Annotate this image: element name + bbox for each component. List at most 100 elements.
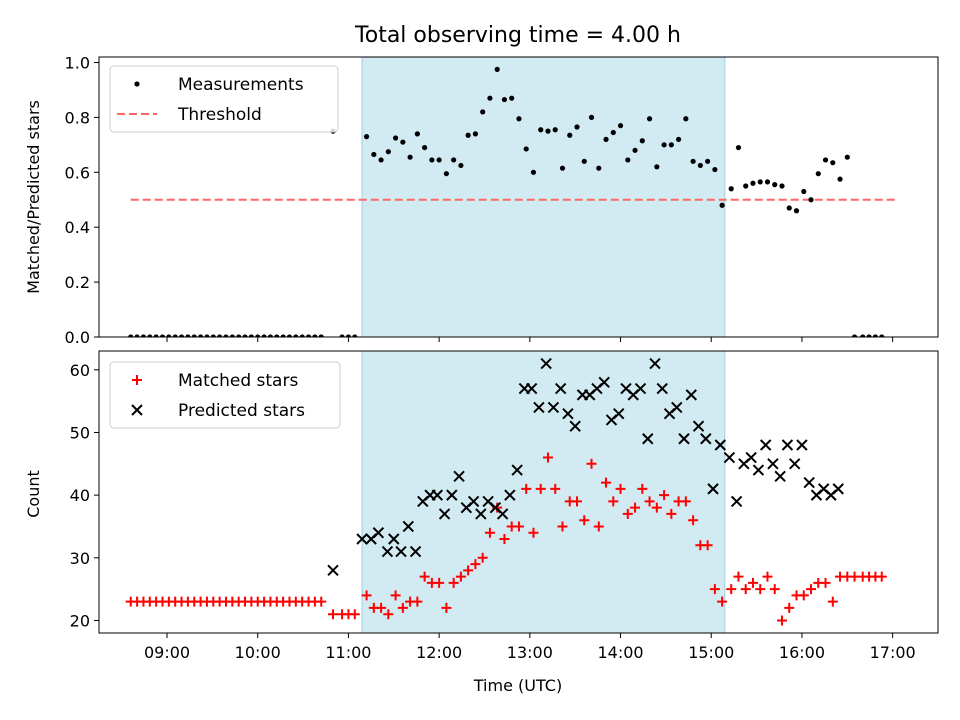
bottom-matched-point [622,508,633,519]
bottom-x-tick-label: 15:00 [688,643,734,662]
bottom-series-0 [125,452,887,626]
bottom-matched-point [769,584,780,595]
top-point [185,334,191,337]
top-point [429,157,435,163]
top-point [639,138,645,144]
top-point [728,186,734,192]
top-point [293,334,299,337]
bottom-predicted-point [745,451,757,464]
bottom-x-tick-label: 13:00 [507,643,553,662]
bottom-matched-point [434,577,445,588]
bottom-matched-point [659,490,670,501]
bottom-matched-point [492,502,503,513]
top-point [567,132,573,138]
top-point [661,142,667,148]
bottom-matched-point [572,496,583,507]
bottom-y-tick-label: 20 [70,611,90,630]
bottom-x-tick-label: 16:00 [779,643,825,662]
bottom-predicted-point [714,439,727,451]
bottom-predicted-point [525,382,538,395]
bottom-legend-plus [132,375,142,385]
top-point [140,334,147,337]
top-point [851,334,858,337]
bottom-matched-point [601,477,612,488]
bottom-matched-point [463,565,474,576]
top-point [596,165,602,171]
bottom-predicted-point [402,520,415,533]
bottom-y-tick-label: 30 [70,549,90,568]
bottom-matched-point [608,496,619,507]
top-point [494,66,500,72]
top-point [305,334,312,337]
top-point [299,334,305,337]
bottom-predicted-point [327,564,339,577]
bottom-y-tick-label: 60 [70,361,90,380]
top-point [574,124,580,130]
bottom-matched-point [637,483,648,494]
top-point [480,109,486,115]
bottom-series-1 [327,357,844,577]
top-point [646,116,653,122]
bottom-matched-point [820,577,831,588]
top-point [603,136,609,142]
bottom-matched-point [412,596,423,607]
bottom-matched-point [535,483,546,494]
top-point [312,334,318,337]
bottom-x-tick-label: 14:00 [597,643,643,662]
top-point [757,179,763,185]
bottom-y-axis-label: Count [24,470,43,518]
top-point [822,157,829,163]
top-point [255,334,261,337]
top-point [801,188,807,195]
bottom-predicted-point [685,389,697,401]
top-point [625,157,631,163]
bottom-matched-point [688,515,699,526]
bottom-predicted-point [781,439,794,451]
bottom-predicted-point [803,476,815,489]
top-point [422,144,428,151]
top-point [719,202,725,208]
bottom-matched-point [542,452,553,463]
bottom-matched-point [733,571,744,582]
top-point [879,334,885,337]
bottom-matched-point [349,609,360,620]
chart-title: Total observing time = 4.00 h [354,23,681,48]
top-point [236,334,242,337]
top-point [339,334,345,337]
top-frame [98,56,939,338]
bottom-matched-point [390,590,401,601]
bottom-matched-point [666,508,677,519]
top-point [153,334,159,337]
bottom-matched-point [499,534,510,544]
bottom-predicted-point [730,495,743,508]
top-point [472,131,479,137]
bottom-matched-point [709,584,720,595]
top-y-tick-label: 0.8 [65,108,90,127]
top-point [793,208,800,214]
top-point [668,142,674,148]
top-point [735,144,742,151]
top-point [581,158,587,164]
bottom-matched-point [717,596,728,607]
top-point [844,154,850,160]
x-axis-label: Time (UTC) [473,676,562,695]
bottom-matched-point [455,571,466,582]
top-point [743,183,749,189]
top-legend-label: Measurements [178,75,304,95]
bottom-predicted-point [438,508,451,520]
bottom-predicted-point [796,439,808,451]
bottom-matched-point [798,590,809,601]
top-point [610,129,616,136]
bottom-predicted-point [453,470,465,483]
bottom-predicted-point [409,545,422,558]
bottom-matched-point [615,483,626,494]
top-point [248,334,254,337]
top-point [378,157,384,163]
top-point [786,205,792,211]
bottom-predicted-point [504,489,516,501]
top-point [509,95,515,101]
bottom-predicted-point [356,533,368,545]
top-y-tick-label: 0.6 [65,163,90,182]
top-legend-dot [134,81,140,87]
